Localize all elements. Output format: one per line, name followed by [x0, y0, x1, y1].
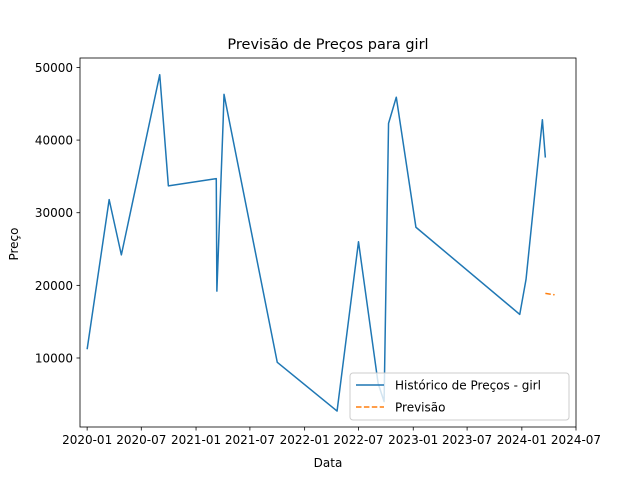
history-series-line — [86, 73, 547, 412]
legend-label-forecast: Previsão — [395, 401, 445, 415]
x-tick-label: 2022-01 — [280, 433, 330, 447]
y-tick-label: 10000 — [35, 351, 73, 365]
x-tick-label: 2021-01 — [171, 433, 221, 447]
y-tick-label: 40000 — [35, 134, 73, 148]
axes-frame — [79, 57, 577, 428]
x-tick-label: 2020-01 — [62, 433, 112, 447]
y-tick-label: 50000 — [35, 61, 73, 75]
y-axis-label: Preço — [7, 227, 21, 260]
y-tick-label: 20000 — [35, 279, 73, 293]
legend-box — [349, 372, 570, 421]
legend-label-history: Histórico de Preços - girl — [395, 379, 541, 393]
legend: Histórico de Preços - girl Previsão — [349, 372, 570, 421]
x-tick-label: 2023-01 — [388, 433, 438, 447]
x-tick-label: 2022-07 — [333, 433, 383, 447]
forecast-series-line — [545, 292, 555, 296]
x-tick-label: 2024-01 — [497, 433, 547, 447]
x-axis: 2020-01 2020-07 2021-01 2021-07 2022-01 2022-… — [62, 427, 601, 447]
plot-area — [86, 73, 555, 412]
x-axis-label: Data — [314, 456, 343, 470]
y-tick-label: 30000 — [35, 206, 73, 220]
x-tick-label: 2021-07 — [225, 433, 275, 447]
x-tick-label: 2020-07 — [116, 433, 166, 447]
y-axis: 10000 20000 30000 40000 50000 — [35, 61, 80, 365]
x-tick-label: 2024-07 — [551, 433, 601, 447]
chart-title: Previsão de Preços para girl — [227, 37, 428, 53]
x-tick-label: 2023-07 — [442, 433, 492, 447]
